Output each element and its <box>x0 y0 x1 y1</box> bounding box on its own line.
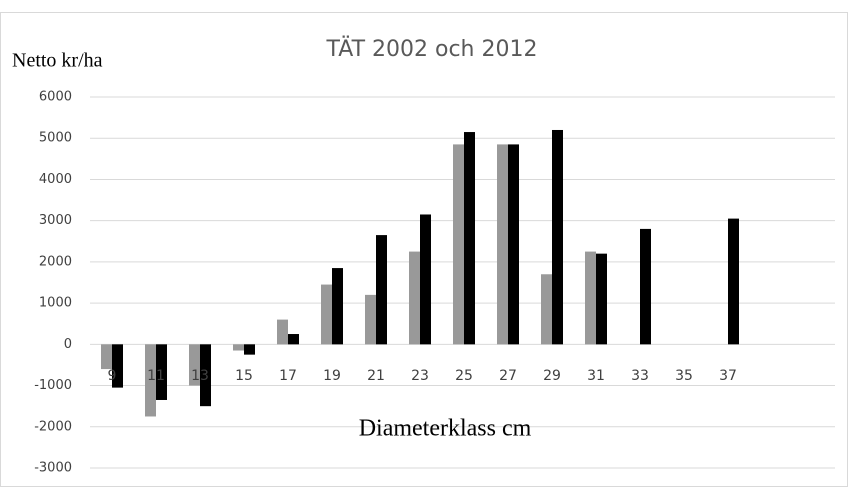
bar <box>640 228 651 345</box>
bar <box>376 235 387 345</box>
x-tick-label: 27 <box>499 368 517 384</box>
y-tick-label: 3000 <box>39 213 72 228</box>
bar <box>156 344 167 400</box>
y-tick-label: 1000 <box>39 296 72 311</box>
bar <box>541 274 552 345</box>
x-tick-label: 9 <box>108 368 117 384</box>
x-tick-label: 29 <box>543 368 561 384</box>
bar <box>508 144 519 345</box>
x-tick-label: 21 <box>367 368 385 384</box>
x-tick-label: 25 <box>455 368 473 384</box>
bar <box>365 294 376 345</box>
x-axis-label: Diameterklass cm <box>359 416 532 442</box>
bar <box>112 344 123 388</box>
bar <box>244 344 255 355</box>
bar <box>585 251 596 345</box>
bar <box>420 214 431 345</box>
x-tick-label: 11 <box>147 368 165 384</box>
grid <box>90 96 835 469</box>
bar <box>596 253 607 345</box>
chart-title: TÄT 2002 och 2012 <box>326 36 538 62</box>
x-tick-label: 35 <box>675 368 693 384</box>
y-axis-label: Netto kr/ha <box>12 50 103 72</box>
y-tick-label: 4000 <box>39 172 72 187</box>
bar <box>464 132 475 345</box>
bar <box>321 284 332 345</box>
y-tick-label: 2000 <box>39 254 72 269</box>
y-tick-label: 5000 <box>39 131 72 146</box>
bar <box>101 344 112 370</box>
x-tick-label: 17 <box>279 368 297 384</box>
bar <box>332 268 343 345</box>
bar <box>497 144 508 345</box>
x-tick-label: 13 <box>191 368 209 384</box>
bar <box>552 129 563 345</box>
bar <box>409 251 420 345</box>
labels: -3000 -2000 -1000 0 1000 2000 3000 4000 5000 6000… <box>34 90 737 476</box>
bar <box>453 144 464 345</box>
x-tick-label: 37 <box>719 368 737 384</box>
bar <box>288 334 299 345</box>
x-tick-label: 15 <box>235 368 253 384</box>
bar <box>200 344 211 407</box>
bars <box>101 129 739 417</box>
x-tick-label: 19 <box>323 368 341 384</box>
y-tick-label: -2000 <box>34 419 72 434</box>
y-tick-label: 6000 <box>39 90 72 105</box>
bar <box>277 319 288 345</box>
bar <box>145 344 156 417</box>
bar <box>728 218 739 345</box>
x-tick-label: 31 <box>587 368 605 384</box>
x-tick-label: 33 <box>631 368 649 384</box>
y-tick-label: -3000 <box>34 461 72 476</box>
y-tick-label: 0 <box>64 337 72 352</box>
bar <box>189 344 200 386</box>
x-tick-label: 23 <box>411 368 429 384</box>
y-tick-label: -1000 <box>34 378 72 393</box>
bar <box>233 344 244 351</box>
